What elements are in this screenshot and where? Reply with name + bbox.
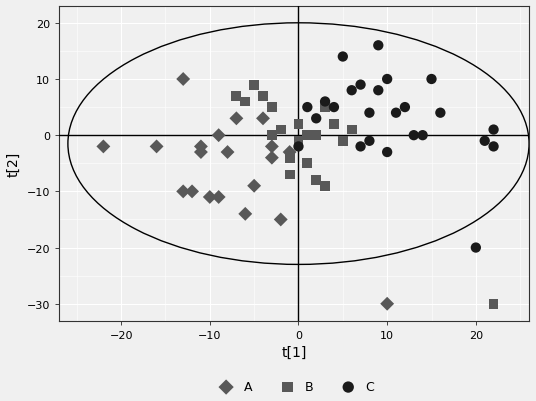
A — [152, 144, 161, 150]
C — [480, 138, 489, 145]
C — [489, 127, 498, 134]
C — [330, 105, 338, 111]
Y-axis label: t[2]: t[2] — [7, 151, 21, 176]
B — [312, 133, 321, 139]
B — [285, 172, 294, 178]
A — [232, 116, 241, 122]
C — [383, 150, 391, 156]
B — [489, 301, 498, 307]
B — [303, 133, 311, 139]
A — [267, 155, 276, 162]
B — [294, 138, 303, 145]
B — [330, 122, 338, 128]
C — [400, 105, 409, 111]
B — [339, 138, 347, 145]
C — [427, 77, 436, 83]
B — [347, 127, 356, 134]
A — [197, 144, 205, 150]
C — [418, 133, 427, 139]
C — [436, 110, 445, 117]
C — [392, 110, 400, 117]
B — [232, 93, 241, 100]
B — [285, 155, 294, 162]
C — [312, 116, 321, 122]
C — [410, 133, 418, 139]
A — [214, 194, 223, 201]
X-axis label: t[1]: t[1] — [281, 345, 307, 359]
A — [99, 144, 108, 150]
A — [205, 194, 214, 201]
A — [241, 211, 250, 217]
C — [356, 144, 365, 150]
B — [312, 178, 321, 184]
A — [277, 217, 285, 223]
A — [179, 189, 188, 195]
B — [303, 161, 311, 167]
B — [267, 105, 276, 111]
C — [383, 77, 391, 83]
C — [321, 99, 329, 105]
B — [321, 105, 329, 111]
C — [472, 245, 480, 251]
A — [383, 301, 391, 307]
B — [241, 99, 250, 105]
A — [214, 133, 223, 139]
C — [365, 138, 374, 145]
A — [188, 189, 196, 195]
C — [303, 105, 311, 111]
C — [356, 82, 365, 89]
C — [374, 43, 383, 49]
B — [250, 82, 258, 89]
C — [374, 88, 383, 94]
B — [294, 122, 303, 128]
A — [285, 150, 294, 156]
A — [197, 150, 205, 156]
A — [250, 183, 258, 190]
C — [365, 110, 374, 117]
C — [347, 88, 356, 94]
A — [223, 150, 232, 156]
A — [259, 116, 267, 122]
C — [489, 144, 498, 150]
B — [267, 133, 276, 139]
B — [259, 93, 267, 100]
A — [267, 144, 276, 150]
B — [277, 127, 285, 134]
C — [339, 54, 347, 61]
C — [294, 144, 303, 150]
A — [179, 77, 188, 83]
Legend: A, B, C: A, B, C — [214, 381, 375, 393]
B — [321, 183, 329, 190]
